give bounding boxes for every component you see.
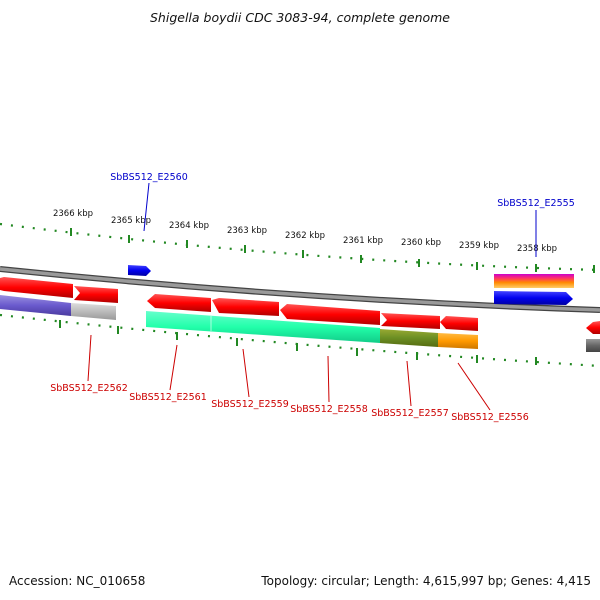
category-segment	[0, 295, 71, 316]
genome-backbone-fill	[0, 267, 600, 312]
accession-text: Accession: NC_010658	[9, 574, 146, 588]
category-segment	[71, 303, 116, 320]
map-title: Shigella boydii CDC 3083-94, complete ge…	[150, 10, 450, 25]
major-ticks-outer	[70, 228, 595, 273]
tick-label: 2360 kbp	[401, 238, 441, 248]
tick-label: 2364 kbp	[169, 221, 209, 231]
category-segment	[380, 329, 438, 347]
forward-cds-arrow[interactable]	[586, 321, 600, 334]
forward-cds-arrow[interactable]	[74, 286, 118, 303]
label-leader-line	[87, 334, 92, 382]
forward-cds-arrow[interactable]	[280, 304, 380, 325]
gene-label-sbbs512-e2562[interactable]: SbBS512_E2562	[50, 383, 128, 394]
gene-label-sbbs512-e2558[interactable]: SbBS512_E2558	[290, 404, 368, 415]
category-segment	[438, 333, 478, 349]
forward-cds-arrow[interactable]	[381, 313, 440, 329]
tick-label: 2361 kbp	[343, 236, 383, 246]
outer-tick-ring	[0, 222, 600, 272]
tick-label: 2358 kbp	[517, 244, 557, 254]
reverse-cds-arrow[interactable]	[128, 265, 151, 276]
gene-label-sbbs512-e2556[interactable]: SbBS512_E2556	[451, 412, 529, 423]
label-leader-line	[327, 355, 330, 403]
tick-label: 2363 kbp	[227, 226, 267, 236]
forward-cds-arrow[interactable]	[212, 298, 279, 316]
tick-labels: 2366 kbp 2365 kbp 2364 kbp 2363 kbp 2362…	[53, 209, 557, 254]
tick-label: 2362 kbp	[285, 231, 325, 241]
genome-summary-text: Topology: circular; Length: 4,615,997 bp…	[261, 574, 591, 588]
label-leader-line	[242, 348, 250, 398]
gene-label-sbbs512-e2561[interactable]: SbBS512_E2561	[129, 392, 207, 403]
label-leader-line	[169, 344, 178, 391]
gene-label-sbbs512-e2557[interactable]: SbBS512_E2557	[371, 408, 449, 419]
gene-label-sbbs512-e2560[interactable]: SbBS512_E2560	[110, 172, 188, 183]
rna-feature-block[interactable]	[494, 274, 574, 288]
tick-label: 2366 kbp	[53, 209, 93, 219]
label-leader-line	[143, 182, 150, 232]
label-leader-line	[457, 362, 491, 411]
forward-cds-arrow[interactable]	[147, 294, 211, 312]
tick-label: 2359 kbp	[459, 241, 499, 251]
label-leader-line	[406, 360, 412, 407]
category-segment	[146, 311, 380, 343]
reverse-cds-arrow[interactable]	[494, 291, 573, 305]
gene-label-sbbs512-e2555[interactable]: SbBS512_E2555	[497, 198, 575, 209]
inner-tick-ring	[0, 313, 600, 368]
forward-cds-arrow[interactable]	[440, 316, 478, 331]
major-ticks-inner	[59, 320, 537, 365]
gene-label-sbbs512-e2559[interactable]: SbBS512_E2559	[211, 399, 289, 410]
forward-cds-arrow[interactable]	[0, 277, 73, 298]
category-segment	[586, 339, 600, 352]
tick-label: 2365 kbp	[111, 216, 151, 226]
